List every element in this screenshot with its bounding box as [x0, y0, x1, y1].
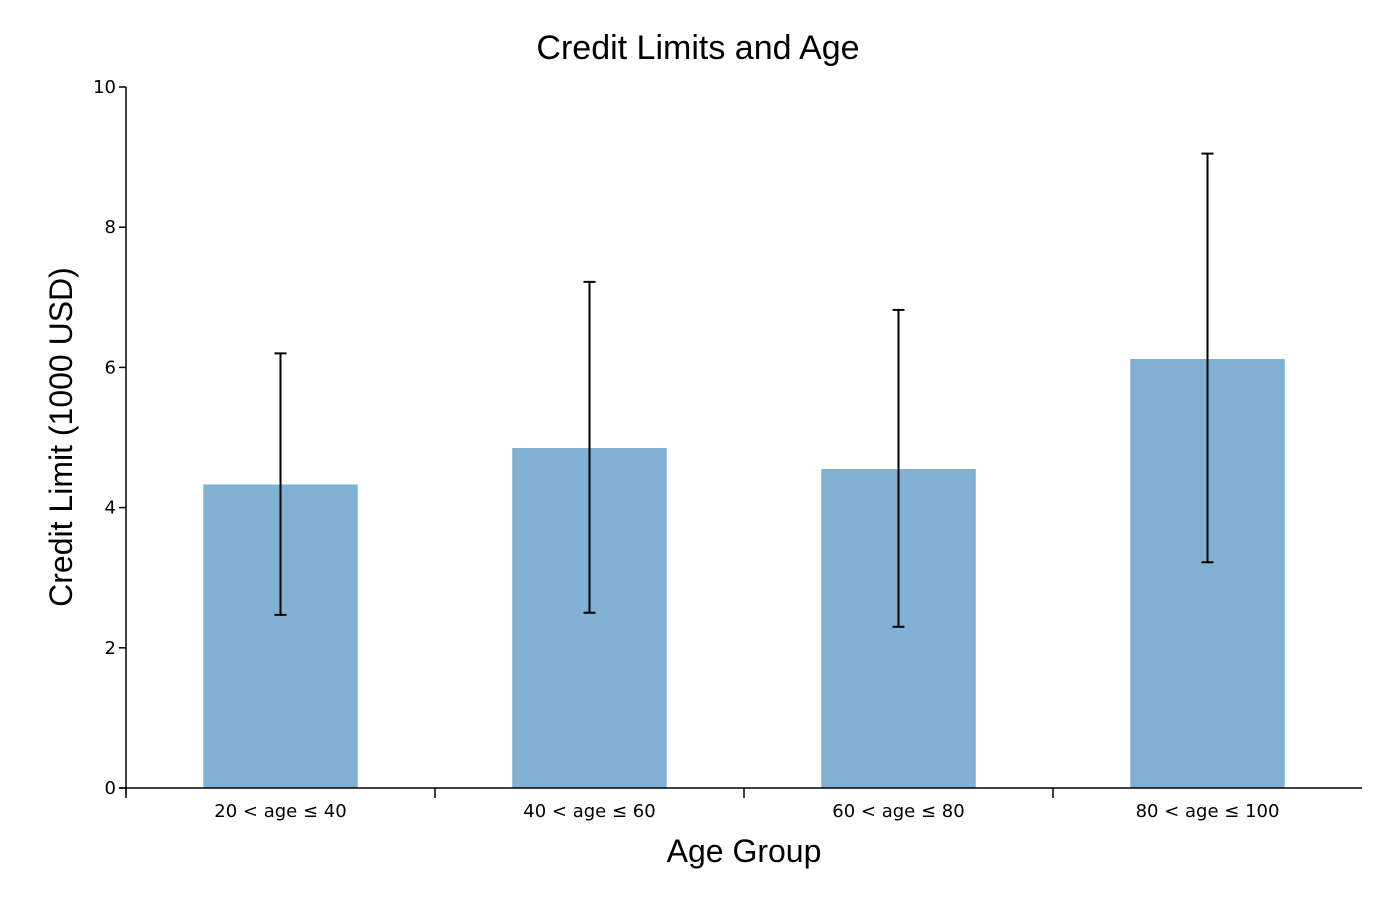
- y-axis-label: Credit Limit (1000 USD): [43, 267, 79, 607]
- y-tick-label: 10: [93, 77, 116, 98]
- bars-group: [203, 358, 1285, 788]
- x-tick-label: 40 < age ≤ 60: [523, 801, 655, 822]
- x-tick-label: 60 < age ≤ 80: [832, 801, 964, 822]
- error-bar: [1201, 152, 1214, 564]
- error-bar: [274, 352, 287, 616]
- chart-title: Credit Limits and Age: [536, 29, 859, 67]
- x-tick-label: 80 < age ≤ 100: [1136, 801, 1280, 822]
- y-tick-label: 8: [105, 217, 116, 238]
- y-tick-label: 0: [105, 778, 116, 799]
- error-bar: [892, 308, 905, 628]
- x-tick-label: 20 < age ≤ 40: [214, 801, 346, 822]
- x-axis-label: Age Group: [667, 833, 822, 869]
- y-tick-label: 4: [105, 498, 116, 519]
- y-tick-label: 6: [105, 357, 116, 378]
- x-axis: 20 < age ≤ 40 40 < age ≤ 60 60 < age ≤ 80 8…: [119, 787, 1362, 822]
- error-bars-group: [274, 152, 1214, 628]
- y-tick-label: 2: [105, 638, 116, 659]
- error-bar: [583, 280, 596, 614]
- y-axis: 0 2 4 6 8 10: [93, 77, 127, 799]
